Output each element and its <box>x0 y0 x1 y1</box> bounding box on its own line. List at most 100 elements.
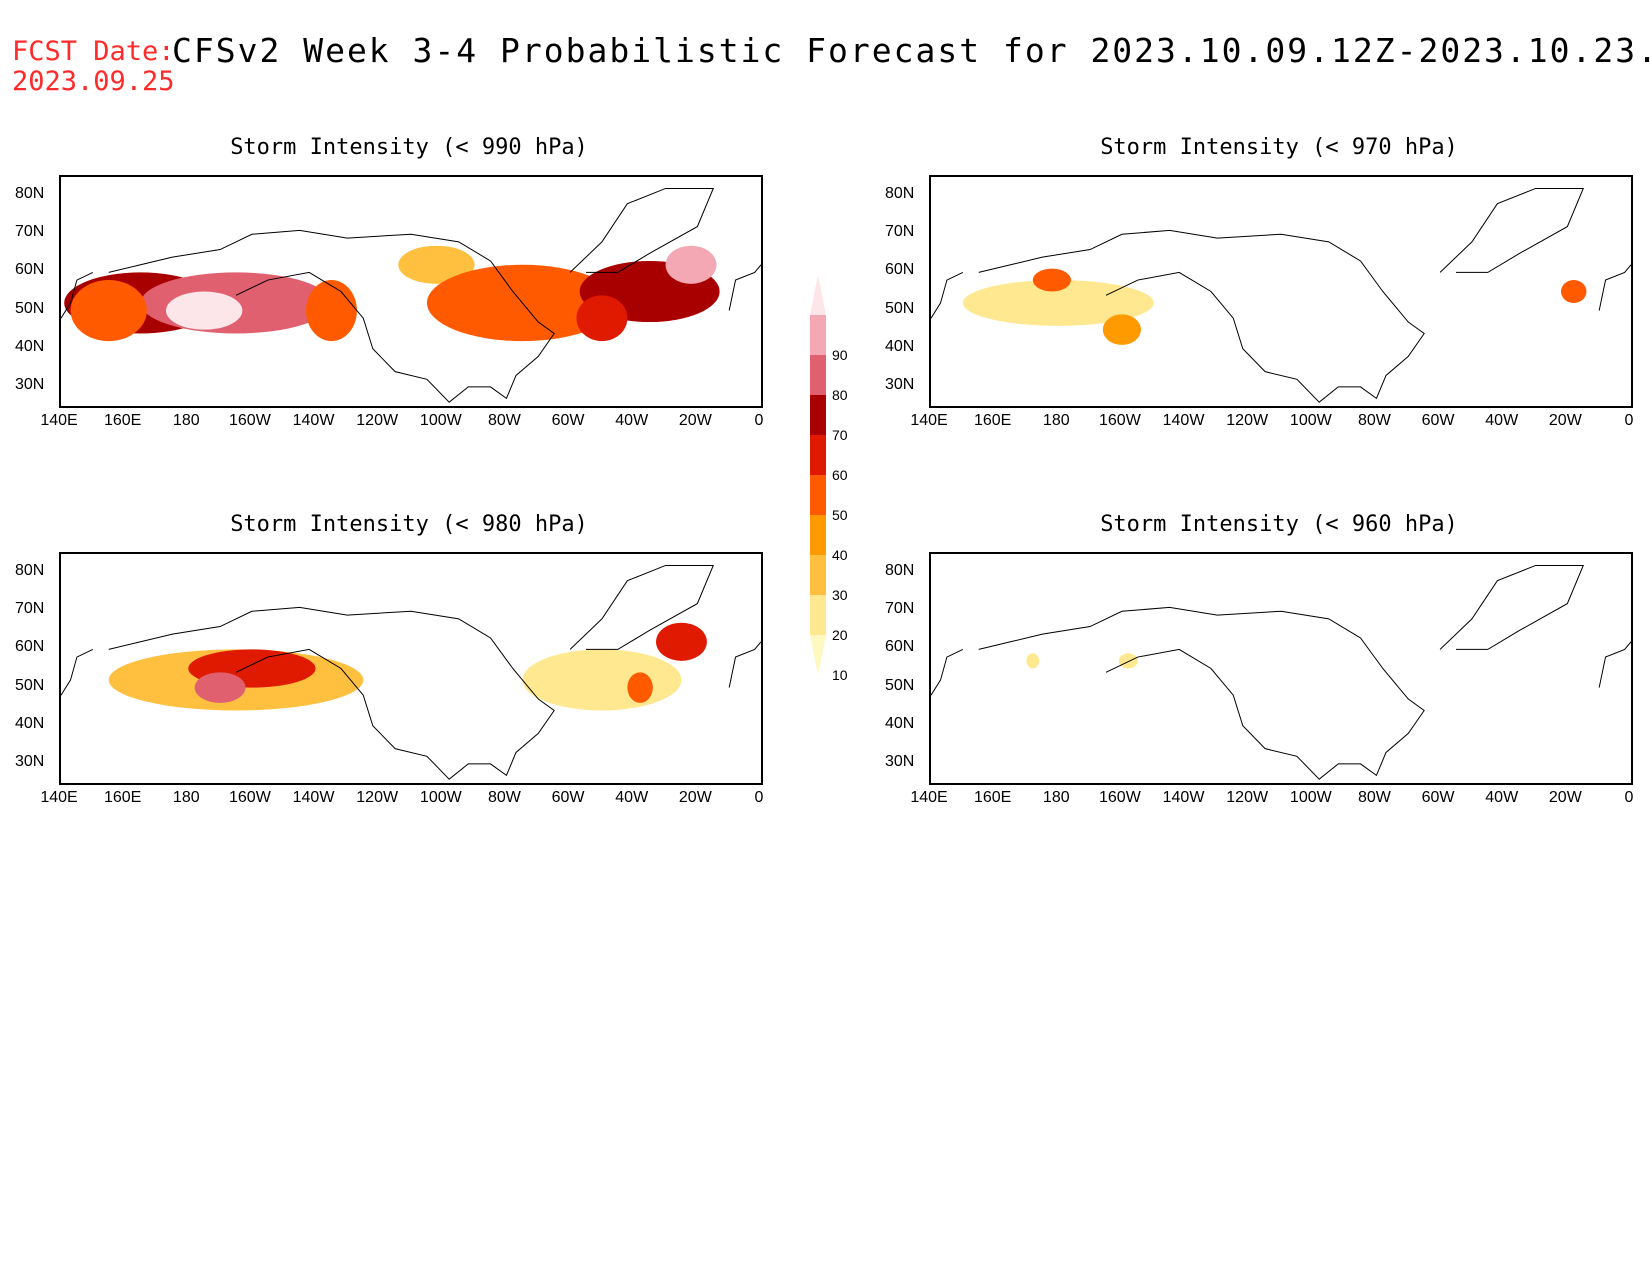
latitude-label: 60N <box>885 261 915 279</box>
longitude-label: 20W <box>678 789 712 806</box>
longitude-label: 180 <box>172 412 200 429</box>
probability-region <box>1032 268 1071 292</box>
latitude-label: 40N <box>15 337 45 355</box>
longitude-label: 60W <box>551 412 585 429</box>
longitude-label: 80W <box>488 412 521 429</box>
longitude-label: 100W <box>1289 789 1332 806</box>
colorbar-segment <box>810 555 826 595</box>
longitude-label: 100W <box>419 789 462 806</box>
latitude-label: 50N <box>885 676 915 694</box>
longitude-label: 80W <box>1358 412 1391 429</box>
colorbar-label: 40 <box>832 547 848 563</box>
probability-region <box>70 280 147 342</box>
longitude-label: 160W <box>1099 412 1141 429</box>
longitude-label: 160E <box>103 412 142 429</box>
coastline <box>978 229 1425 403</box>
map-canvas <box>61 564 761 780</box>
colorbar-label: 50 <box>832 507 848 523</box>
longitude-label: 180 <box>172 789 200 806</box>
longitude-label: 0 <box>1624 789 1634 806</box>
longitude-label: 140W <box>1162 789 1205 806</box>
coastline <box>108 606 555 780</box>
longitude-label: 20W <box>1548 412 1582 429</box>
longitude-label: 180 <box>1042 412 1070 429</box>
longitude-label: 140E <box>910 789 948 806</box>
longitude-label: 160W <box>1099 789 1141 806</box>
latitude-label: 70N <box>885 600 915 618</box>
panel-title: Storm Intensity (< 990 hPa) <box>230 135 588 160</box>
latitude-label: 80N <box>15 185 45 203</box>
latitude-label: 80N <box>15 562 45 580</box>
longitude-label: 160E <box>973 789 1012 806</box>
longitude-label: 20W <box>1548 789 1582 806</box>
coastline <box>1598 641 1631 688</box>
latitude-label: 80N <box>885 185 915 203</box>
colorbar-label: 30 <box>832 587 848 603</box>
longitude-label: 40W <box>615 412 649 429</box>
colorbar-segment <box>810 515 826 555</box>
longitude-label: 60W <box>1421 412 1455 429</box>
colorbar-label: 70 <box>832 427 848 443</box>
coastline <box>931 648 964 696</box>
panel-title: Storm Intensity (< 970 hPa) <box>1100 135 1458 160</box>
latitude-label: 30N <box>15 752 45 770</box>
longitude-label: 40W <box>1485 789 1519 806</box>
longitude-label: 160W <box>229 412 271 429</box>
coastline <box>931 271 964 319</box>
probability-region <box>1102 314 1141 345</box>
latitude-label: 30N <box>885 752 915 770</box>
latitude-label: 70N <box>15 223 45 241</box>
probability-region <box>1026 653 1040 669</box>
longitude-label: 100W <box>419 412 462 429</box>
latitude-label: 60N <box>15 261 45 279</box>
latitude-label: 50N <box>885 299 915 317</box>
latitude-label: 40N <box>885 714 915 732</box>
probability-region <box>576 295 628 342</box>
map-panel <box>929 552 1633 785</box>
map-canvas <box>931 187 1631 403</box>
coastline <box>1598 264 1631 311</box>
latitude-label: 50N <box>15 299 45 317</box>
longitude-label: 120W <box>356 789 399 806</box>
colorbar-label: 60 <box>832 467 848 483</box>
probability-region <box>522 649 682 711</box>
panel-title: Storm Intensity (< 960 hPa) <box>1100 512 1458 537</box>
probability-region <box>398 245 475 284</box>
coastline <box>569 564 715 650</box>
longitude-label: 140E <box>40 412 78 429</box>
latitude-label: 70N <box>885 223 915 241</box>
longitude-label: 160E <box>103 789 142 806</box>
latitude-label: 80N <box>885 562 915 580</box>
longitude-label: 140W <box>292 789 335 806</box>
figure-title: CFSv2 Week 3-4 Probabilistic Forecast fo… <box>172 31 1650 70</box>
map-panel <box>59 175 763 408</box>
coastline <box>61 648 94 696</box>
longitude-label: 140E <box>910 412 948 429</box>
latitude-label: 40N <box>885 337 915 355</box>
probability-region <box>656 622 707 661</box>
colorbar-segment <box>810 275 826 315</box>
coastline <box>978 606 1425 780</box>
coastline <box>1439 187 1585 273</box>
longitude-label: 40W <box>615 789 649 806</box>
latitude-label: 40N <box>15 714 45 732</box>
forecast-date-label: FCST Date: <box>12 36 175 67</box>
probability-region <box>306 280 357 342</box>
forecast-date-value: 2023.09.25 <box>12 66 175 97</box>
colorbar-segment <box>810 315 826 355</box>
longitude-label: 100W <box>1289 412 1332 429</box>
latitude-label: 60N <box>885 638 915 656</box>
probability-region <box>1118 653 1138 669</box>
longitude-label: 140W <box>292 412 335 429</box>
probability-region <box>1561 280 1587 303</box>
colorbar-label: 20 <box>832 627 848 643</box>
map-canvas <box>931 564 1631 780</box>
longitude-label: 60W <box>551 789 585 806</box>
colorbar-graphic <box>810 275 826 675</box>
coastline <box>108 229 555 403</box>
colorbar-label: 80 <box>832 387 848 403</box>
probability-region <box>627 672 653 703</box>
longitude-label: 120W <box>1226 412 1269 429</box>
longitude-label: 160W <box>229 789 271 806</box>
map-panel <box>929 175 1633 408</box>
